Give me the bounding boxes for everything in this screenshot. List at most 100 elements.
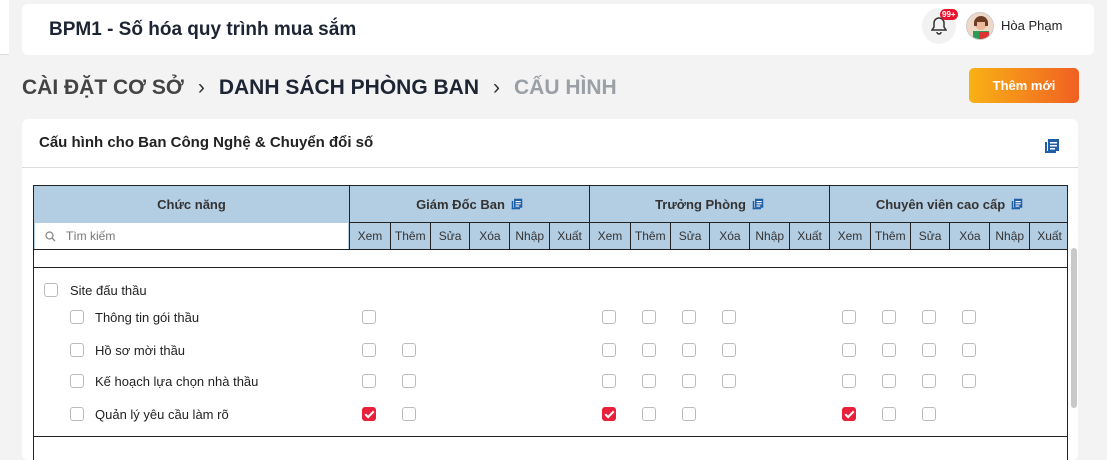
copy-list-icon[interactable]: [752, 198, 764, 210]
permission-checkbox[interactable]: [722, 310, 736, 324]
permission-header: Xuất: [1029, 223, 1067, 249]
permission-header: Sửa: [909, 223, 950, 249]
permission-header: Sửa: [669, 223, 710, 249]
search-box[interactable]: [35, 223, 348, 249]
row-divider: [34, 267, 1067, 268]
permission-checkbox[interactable]: [722, 343, 736, 357]
permission-header: Nhập: [989, 223, 1029, 249]
copy-list-icon[interactable]: [1044, 138, 1060, 154]
permission-checkbox[interactable]: [842, 407, 856, 421]
permission-header: Thêm: [869, 223, 910, 249]
permission-checkbox[interactable]: [682, 407, 696, 421]
row-checkbox[interactable]: [70, 374, 84, 388]
function-label: Thông tin gói thầu: [95, 310, 200, 325]
permission-checkbox[interactable]: [402, 343, 416, 357]
group-checkbox[interactable]: [44, 283, 58, 297]
breadcrumb-current: CẤU HÌNH: [514, 76, 617, 99]
permission-header: Xuất: [789, 223, 829, 249]
permission-checkbox[interactable]: [642, 407, 656, 421]
permission-checkbox[interactable]: [362, 374, 376, 388]
permission-checkbox[interactable]: [922, 310, 936, 324]
user-name[interactable]: Hòa Phạm: [1001, 18, 1063, 33]
permission-checkbox[interactable]: [682, 374, 696, 388]
permission-checkbox[interactable]: [882, 407, 896, 421]
permission-checkbox[interactable]: [962, 310, 976, 324]
permission-checkbox[interactable]: [722, 374, 736, 388]
permission-checkbox[interactable]: [962, 374, 976, 388]
permission-header: Xem: [597, 229, 623, 243]
permission-checkbox[interactable]: [602, 374, 616, 388]
row-checkbox[interactable]: [70, 310, 84, 324]
app-title: BPM1 - Số hóa quy trình mua sắm: [49, 19, 357, 40]
permission-header: Xem: [837, 229, 863, 243]
role-group: Giám Đốc Ban Xem Thêm Sửa Xóa Nhập Xuất: [349, 186, 589, 250]
sidebar-edge: [0, 0, 9, 55]
permission-header: Nhập: [749, 223, 789, 249]
permission-checkbox[interactable]: [402, 407, 416, 421]
row-divider: [34, 436, 1067, 437]
permission-table: Chức năng Giám Đốc BanXemThêmSửaXóaNhậpX…: [33, 185, 1068, 460]
scrollbar[interactable]: [1071, 248, 1077, 408]
permission-checkbox[interactable]: [922, 374, 936, 388]
card-title: Cấu hình cho Ban Công Nghệ & Chuyển đổi …: [39, 134, 374, 151]
copy-list-icon[interactable]: [511, 198, 523, 210]
add-new-button[interactable]: Thêm mới: [969, 68, 1079, 103]
permission-checkbox[interactable]: [682, 310, 696, 324]
divider: [22, 167, 1078, 168]
permission-checkbox[interactable]: [962, 343, 976, 357]
permission-checkbox[interactable]: [602, 343, 616, 357]
permission-checkbox[interactable]: [642, 343, 656, 357]
permission-checkbox[interactable]: [402, 374, 416, 388]
permission-header: Thêm: [629, 223, 670, 249]
permission-checkbox[interactable]: [882, 310, 896, 324]
role-header: Giám Đốc Ban: [416, 196, 505, 212]
breadcrumb-item[interactable]: CÀI ĐẶT CƠ SỞ: [22, 76, 184, 99]
permission-checkbox[interactable]: [882, 343, 896, 357]
permission-checkbox[interactable]: [922, 407, 936, 421]
permission-header: Thêm: [389, 223, 430, 249]
function-header: Chức năng: [157, 197, 226, 212]
role-header: Trưởng Phòng: [655, 196, 746, 212]
permission-header: Sửa: [429, 223, 470, 249]
group-label: Site đấu thầu: [70, 283, 147, 298]
top-bar: BPM1 - Số hóa quy trình mua sắm: [22, 4, 1094, 55]
role-group: Trưởng Phòng Xem Thêm Sửa Xóa Nhập Xuất: [589, 186, 829, 250]
notification-badge: 99+: [940, 9, 958, 20]
role-group: Chuyên viên cao cấp Xem Thêm Sửa Xóa Nhập Xuất: [829, 186, 1067, 250]
permission-checkbox[interactable]: [602, 310, 616, 324]
avatar[interactable]: [966, 12, 994, 40]
permission-checkbox[interactable]: [882, 374, 896, 388]
function-label: Hồ sơ mời thầu: [95, 343, 186, 358]
role-header: Chuyên viên cao cấp: [875, 196, 1006, 212]
function-label: Kế hoạch lựa chọn nhà thầu: [95, 374, 259, 389]
breadcrumb-item[interactable]: DANH SÁCH PHÒNG BAN: [218, 76, 480, 99]
permission-checkbox[interactable]: [682, 343, 696, 357]
permission-header: Xuất: [549, 223, 589, 249]
permission-checkbox[interactable]: [362, 407, 376, 421]
config-card: Cấu hình cho Ban Công Nghệ & Chuyển đổi …: [22, 119, 1078, 460]
permission-header: Xóa: [949, 223, 989, 249]
permission-checkbox[interactable]: [362, 343, 376, 357]
permission-header: Xóa: [469, 223, 509, 249]
permission-checkbox[interactable]: [842, 343, 856, 357]
permission-header: Xóa: [709, 223, 749, 249]
breadcrumb: CÀI ĐẶT CƠ SỞ › DANH SÁCH PHÒNG BAN › CẤ…: [22, 76, 617, 100]
permission-header: Nhập: [509, 223, 549, 249]
row-checkbox[interactable]: [70, 343, 84, 357]
row-checkbox[interactable]: [70, 407, 84, 421]
table-header: Chức năng Giám Đốc BanXemThêmSửaXóaNhậpX…: [34, 186, 1067, 250]
copy-list-icon[interactable]: [1011, 198, 1023, 210]
permission-header: Xem: [357, 229, 383, 243]
permission-checkbox[interactable]: [842, 310, 856, 324]
search-icon: [45, 230, 56, 241]
permission-checkbox[interactable]: [922, 343, 936, 357]
permission-checkbox[interactable]: [842, 374, 856, 388]
chevron-right-icon: ›: [197, 76, 205, 99]
permission-checkbox[interactable]: [362, 310, 376, 324]
search-input[interactable]: [66, 229, 316, 243]
permission-checkbox[interactable]: [642, 374, 656, 388]
function-label: Quản lý yêu cầu làm rõ: [95, 407, 229, 422]
chevron-right-icon: ›: [493, 76, 501, 99]
permission-checkbox[interactable]: [642, 310, 656, 324]
permission-checkbox[interactable]: [602, 407, 616, 421]
